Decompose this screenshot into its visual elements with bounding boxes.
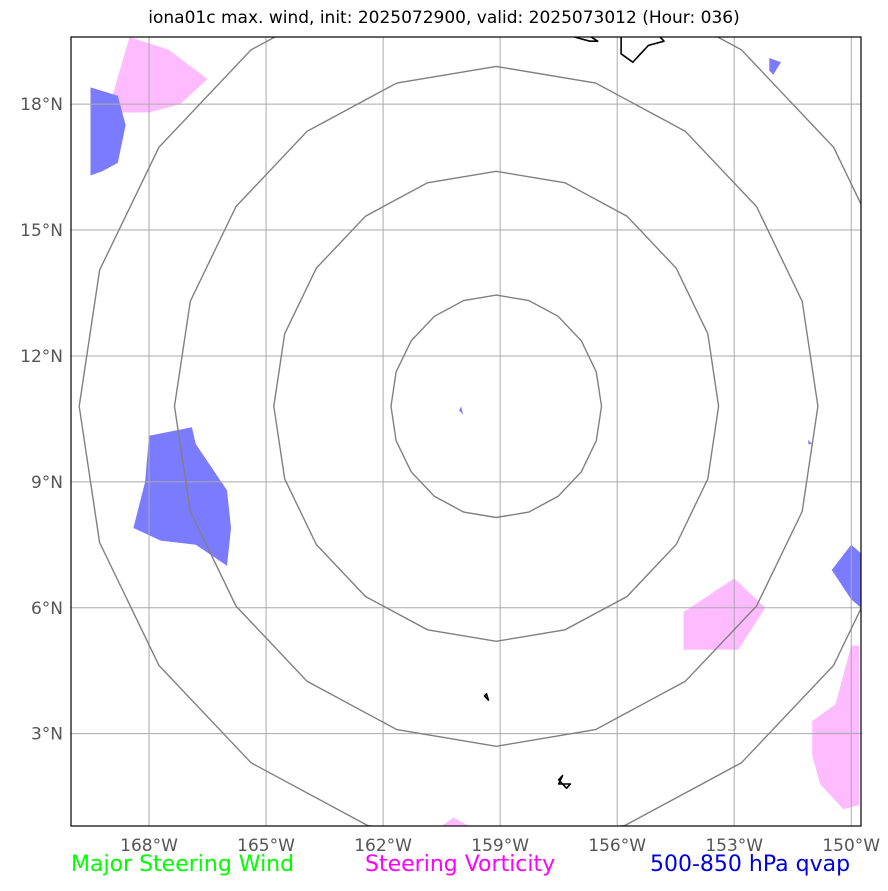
lon-tick-label: 165°W (237, 836, 295, 856)
range-ring-1 (273, 170, 720, 643)
vorticity-patch-0 (106, 37, 208, 113)
steering-vorticity-layer (106, 37, 859, 826)
vorticity-patch-1 (683, 578, 766, 650)
qvap-patch-2 (831, 544, 861, 608)
plot-area (71, 37, 861, 826)
lon-tick-label: 168°W (120, 836, 178, 856)
coastlines (483, 37, 665, 790)
legend: Major Steering Wind Steering Vorticity 5… (0, 852, 888, 882)
qvap-patch-0 (90, 87, 126, 176)
range-ring-0 (390, 294, 603, 519)
lat-tick-label: 9°N (31, 473, 63, 493)
lat-tick-label: 15°N (20, 221, 63, 241)
legend-item-qvap: 500-850 hPa qvap (650, 852, 851, 877)
range-ring-3 (78, 37, 861, 826)
range-rings (78, 37, 861, 826)
coastline-3 (557, 774, 572, 790)
lon-tick-label: 159°W (471, 836, 529, 856)
vorticity-patch-2 (812, 645, 859, 810)
legend-item-steering-wind: Major Steering Wind (71, 852, 295, 877)
legend-item-steering-vorticity: Steering Vorticity (365, 852, 556, 877)
axis-tick-labels: 168°W 165°W 162°W 159°W 156°W 153°W 150°W 3°N 6°… (20, 95, 880, 856)
map-title: iona01c max. wind, init: 2025072900, val… (148, 8, 740, 28)
vorticity-patch-3 (441, 817, 469, 826)
qvap-patch-4 (459, 406, 464, 415)
coastline-0 (573, 37, 599, 43)
map-frame (70, 36, 862, 827)
lat-lon-gridlines (71, 37, 861, 826)
lon-tick-label: 156°W (588, 836, 646, 856)
qvap-layer (90, 58, 861, 608)
lon-tick-label: 162°W (354, 836, 412, 856)
lat-tick-label: 18°N (20, 95, 63, 115)
range-ring-2 (173, 65, 819, 748)
lat-tick-label: 12°N (20, 347, 63, 367)
coastline-2 (483, 692, 490, 701)
qvap-patch-3 (769, 58, 781, 75)
lat-tick-label: 3°N (31, 725, 63, 745)
qvap-patch-5 (808, 439, 813, 445)
lon-tick-label: 150°W (822, 836, 880, 856)
qvap-patch-1 (133, 427, 231, 566)
lat-tick-label: 6°N (31, 599, 63, 619)
coastline-1 (620, 37, 665, 64)
lon-tick-label: 153°W (705, 836, 763, 856)
